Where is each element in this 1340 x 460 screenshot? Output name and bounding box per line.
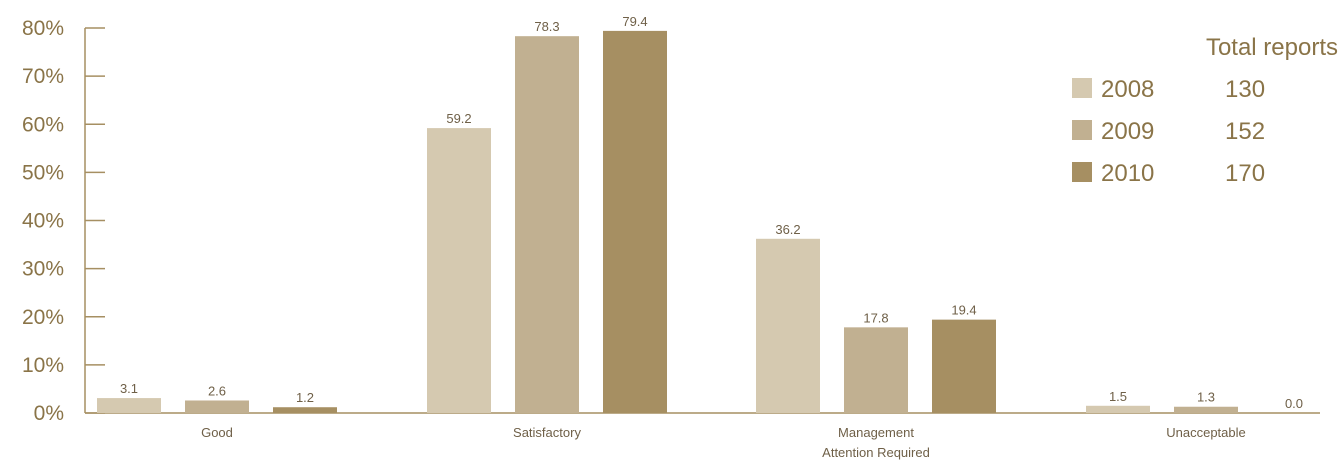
y-tick-label: 30%: [22, 258, 64, 281]
x-category-label: Unacceptable: [1166, 425, 1246, 440]
x-category-label: Satisfactory: [513, 425, 581, 440]
bar-2009: [185, 400, 249, 413]
y-tick-label: 60%: [22, 113, 64, 136]
data-label: 36.2: [775, 222, 800, 237]
x-category-label-line: Management: [838, 425, 914, 440]
y-tick-label: 0%: [34, 402, 64, 425]
legend-series-name: 2008: [1101, 76, 1154, 103]
y-tick-label: 70%: [22, 65, 64, 88]
data-label: 1.5: [1109, 389, 1127, 404]
legend-swatch-2008: [1072, 78, 1092, 98]
legend-series-name: 2009: [1101, 118, 1154, 145]
data-label: 79.4: [622, 14, 647, 29]
legend-series-name: 2010: [1101, 160, 1154, 187]
bar-2009: [1174, 407, 1238, 413]
y-tick-label: 40%: [22, 210, 64, 233]
data-label: 59.2: [446, 111, 471, 126]
data-label: 0.0: [1285, 396, 1303, 411]
legend-total-value: 170: [1225, 160, 1265, 187]
y-tick-label: 20%: [22, 306, 64, 329]
y-tick-label: 10%: [22, 354, 64, 377]
data-label: 19.4: [951, 303, 976, 318]
x-category-label: Management Attention Required: [822, 425, 930, 460]
legend-swatch-2009: [1072, 120, 1092, 140]
data-label: 17.8: [863, 310, 888, 325]
bar-2010: [273, 407, 337, 413]
x-category-label-line: Unacceptable: [1166, 425, 1246, 440]
x-category-label-line: Good: [201, 425, 233, 440]
x-category-label-line: Attention Required: [822, 445, 930, 460]
data-label: 78.3: [534, 19, 559, 34]
bar-2008: [427, 128, 491, 413]
bar-2010: [932, 320, 996, 413]
data-label: 3.1: [120, 381, 138, 396]
bar-2010: [603, 31, 667, 413]
y-tick-label: 50%: [22, 161, 64, 184]
bar-2008: [1086, 406, 1150, 413]
y-tick-label: 80%: [22, 17, 64, 40]
legend-swatch-2010: [1072, 162, 1092, 182]
bar-2008: [756, 239, 820, 413]
bar-2009: [515, 36, 579, 413]
x-category-label-line: Satisfactory: [513, 425, 581, 440]
data-label: 1.2: [296, 390, 314, 405]
bar-2009: [844, 327, 908, 413]
legend-title: Total reports: [1206, 34, 1338, 61]
x-category-label: Good: [201, 425, 233, 440]
data-label: 1.3: [1197, 390, 1215, 405]
legend-total-value: 152: [1225, 118, 1265, 145]
legend-total-value: 130: [1225, 76, 1265, 103]
bar-2008: [97, 398, 161, 413]
data-label: 2.6: [208, 383, 226, 398]
